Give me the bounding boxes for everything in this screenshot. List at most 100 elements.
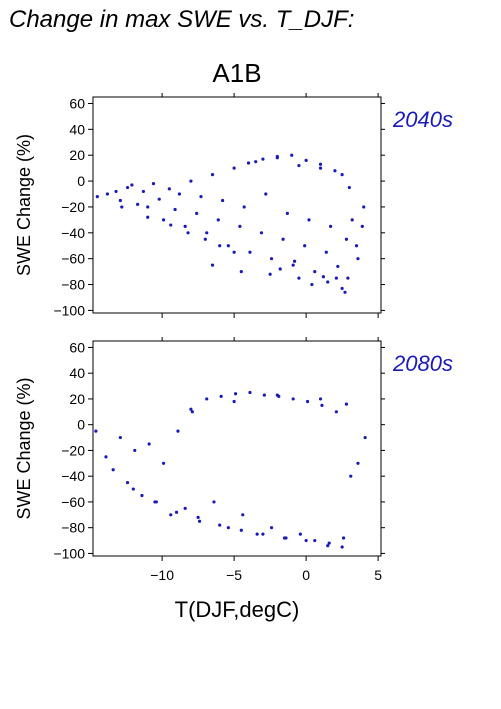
data-point bbox=[297, 276, 301, 280]
data-point bbox=[248, 390, 252, 395]
data-point bbox=[329, 224, 333, 228]
data-point bbox=[199, 194, 203, 199]
y-tick-label: 40 bbox=[69, 121, 85, 137]
data-point bbox=[216, 218, 220, 222]
data-point bbox=[340, 545, 344, 549]
data-point bbox=[238, 224, 242, 228]
y-tick-label: 20 bbox=[69, 391, 85, 407]
data-point bbox=[344, 402, 349, 406]
data-point bbox=[190, 410, 194, 414]
data-point bbox=[174, 510, 179, 514]
y-tick-label: −20 bbox=[61, 199, 85, 215]
data-point bbox=[269, 526, 274, 530]
data-point bbox=[313, 538, 317, 543]
y-tick-label: 40 bbox=[69, 365, 85, 381]
y-tick-label: −80 bbox=[61, 520, 85, 536]
y-tick-label: 60 bbox=[69, 95, 85, 111]
data-point bbox=[195, 211, 199, 216]
data-point bbox=[169, 223, 173, 227]
data-point bbox=[291, 397, 295, 401]
y-tick-label: −60 bbox=[61, 251, 85, 267]
page-title: Change in max SWE vs. T_DJF: bbox=[9, 6, 355, 33]
data-point bbox=[275, 154, 279, 159]
data-point bbox=[169, 513, 173, 517]
y-tick-label: 0 bbox=[77, 417, 85, 433]
data-point bbox=[177, 192, 181, 196]
data-point bbox=[254, 160, 258, 164]
data-point bbox=[343, 290, 347, 294]
data-point bbox=[320, 403, 324, 407]
data-point bbox=[242, 205, 246, 209]
data-point bbox=[130, 183, 134, 187]
data-point bbox=[141, 189, 145, 194]
data-point bbox=[285, 211, 289, 216]
data-point bbox=[196, 515, 200, 519]
data-point bbox=[356, 257, 360, 261]
data-point bbox=[161, 461, 166, 465]
data-point bbox=[120, 205, 124, 209]
data-point bbox=[336, 264, 340, 269]
data-point bbox=[146, 205, 150, 209]
scatter-points bbox=[95, 153, 366, 294]
data-point bbox=[248, 250, 252, 254]
data-point bbox=[356, 461, 360, 465]
data-point bbox=[197, 519, 202, 523]
x-tick-label: −5 bbox=[226, 567, 242, 583]
data-point bbox=[350, 218, 354, 222]
data-point bbox=[303, 244, 307, 248]
data-point bbox=[297, 163, 301, 168]
data-point bbox=[340, 286, 344, 291]
data-point bbox=[304, 538, 308, 543]
data-point bbox=[133, 448, 137, 453]
data-point bbox=[259, 231, 264, 235]
data-point bbox=[255, 532, 259, 536]
y-tick-label: −80 bbox=[61, 277, 85, 293]
y-tick-label: 0 bbox=[77, 173, 85, 189]
data-point bbox=[186, 231, 190, 235]
data-point bbox=[318, 162, 323, 166]
data-point bbox=[310, 282, 314, 287]
chart-panel-1: A1B −100 −80 −60 −40 −20 0 20 40 60 SWE Change (%)… bbox=[14, 58, 453, 318]
y-tick-label: −100 bbox=[53, 545, 85, 561]
data-point bbox=[341, 536, 346, 540]
data-point bbox=[340, 173, 344, 177]
data-point bbox=[275, 393, 279, 397]
chart-title: A1B bbox=[212, 58, 261, 88]
y-tick-label: −60 bbox=[61, 494, 85, 510]
data-point bbox=[246, 161, 251, 165]
data-point bbox=[269, 257, 274, 261]
plot-frame bbox=[92, 96, 382, 314]
data-point bbox=[167, 187, 171, 191]
data-point bbox=[157, 197, 161, 201]
data-point bbox=[105, 192, 109, 196]
data-point bbox=[95, 194, 99, 199]
data-point bbox=[321, 275, 325, 279]
data-point bbox=[318, 166, 323, 170]
data-point bbox=[349, 474, 353, 478]
data-point bbox=[327, 541, 331, 545]
data-point bbox=[334, 410, 338, 414]
data-point bbox=[313, 270, 317, 274]
data-point bbox=[362, 205, 366, 209]
data-point bbox=[173, 207, 177, 212]
data-point bbox=[183, 224, 187, 228]
data-point bbox=[232, 250, 236, 254]
data-point bbox=[291, 263, 295, 267]
data-point bbox=[161, 218, 166, 222]
data-point bbox=[261, 157, 265, 161]
data-point bbox=[354, 244, 359, 248]
data-point bbox=[239, 270, 243, 274]
y-tick-label: −100 bbox=[53, 302, 85, 318]
data-point bbox=[176, 429, 180, 433]
data-point bbox=[239, 528, 243, 532]
data-point bbox=[333, 169, 337, 173]
y-tick-label: −40 bbox=[61, 225, 85, 241]
data-point bbox=[298, 532, 302, 536]
y-axis-label: SWE Change (%) bbox=[14, 377, 34, 519]
data-point bbox=[146, 215, 150, 219]
data-point bbox=[189, 179, 193, 183]
y-tick-label: −40 bbox=[61, 468, 85, 484]
data-point bbox=[147, 442, 151, 446]
data-point bbox=[264, 192, 268, 196]
